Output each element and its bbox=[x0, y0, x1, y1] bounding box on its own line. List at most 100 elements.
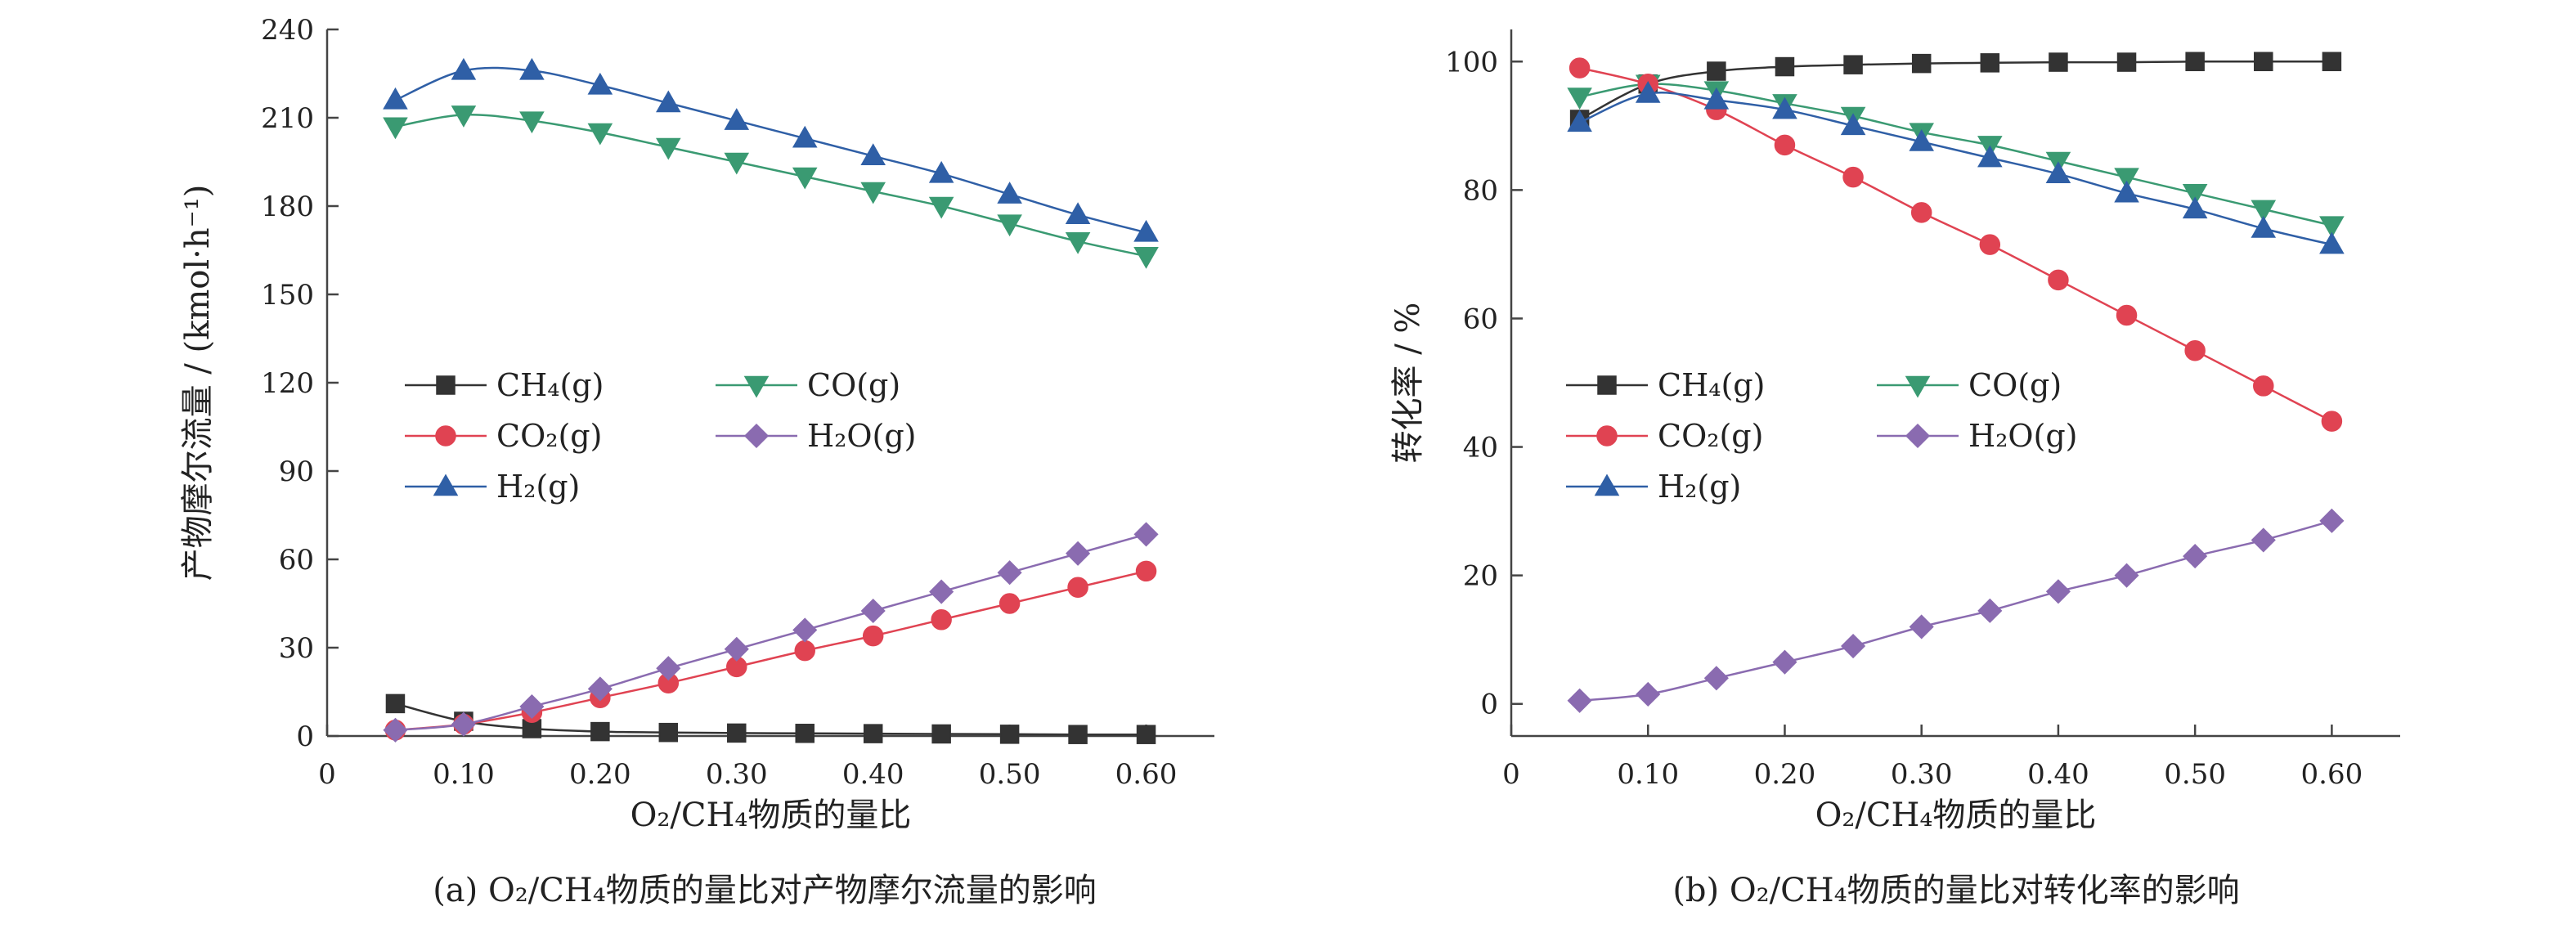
data-point-h2o bbox=[2319, 508, 2345, 533]
data-point-co bbox=[451, 105, 477, 128]
data-point-h2o bbox=[2114, 563, 2139, 588]
data-point-h2o bbox=[1772, 649, 1797, 675]
data-point-h2 bbox=[792, 125, 818, 148]
x-tick-label: 0.40 bbox=[842, 758, 904, 791]
data-point-co bbox=[519, 111, 545, 134]
y-tick-label: 100 bbox=[1445, 46, 1498, 79]
data-point-h2o bbox=[519, 693, 545, 720]
data-point-h2 bbox=[2045, 161, 2071, 183]
data-point-ch4 bbox=[658, 722, 679, 743]
legend-marker-co2 bbox=[435, 425, 456, 447]
data-point-h2 bbox=[997, 182, 1022, 204]
legend-marker-h2o bbox=[1905, 423, 1931, 449]
y-tick-label: 0 bbox=[1480, 689, 1498, 721]
series-line-co2 bbox=[395, 570, 1147, 732]
x-tick-label: 0.30 bbox=[706, 758, 768, 791]
data-point-h2o bbox=[1567, 688, 1592, 713]
data-point-h2 bbox=[1567, 110, 1592, 132]
y-tick-label: 90 bbox=[279, 456, 314, 488]
data-point-co2 bbox=[862, 625, 884, 647]
data-point-ch4 bbox=[2049, 52, 2068, 72]
data-point-h2 bbox=[2251, 215, 2277, 238]
legend-marker-h2o bbox=[743, 423, 770, 449]
data-point-h2 bbox=[656, 90, 681, 113]
data-point-h2 bbox=[1909, 128, 1934, 151]
series-line-h2 bbox=[395, 66, 1147, 234]
data-point-h2 bbox=[860, 143, 886, 166]
y-tick-label: 150 bbox=[261, 279, 314, 312]
data-point-ch4 bbox=[795, 724, 815, 743]
data-point-co bbox=[587, 123, 613, 146]
data-point-co2 bbox=[2253, 375, 2274, 397]
data-point-ch4 bbox=[727, 723, 747, 743]
data-point-h2 bbox=[2319, 231, 2345, 254]
data-point-co bbox=[2251, 200, 2277, 222]
series-line-h2o bbox=[395, 533, 1147, 732]
series-line-co bbox=[1579, 83, 2332, 227]
x-tick-label: 0.20 bbox=[569, 758, 631, 791]
legend-marker-h2 bbox=[1594, 473, 1620, 496]
y-tick-label: 0 bbox=[296, 720, 314, 753]
chart-a-product-flow: 0 30 60 90 120 150 180 210 240 0 0.10 0.20 0.30 0.40 0… bbox=[179, 14, 1214, 909]
figure-caption: (a) O₂/CH₄物质的量比对产物摩尔流量的影响 bbox=[433, 872, 1097, 909]
data-point-h2 bbox=[1840, 113, 1866, 136]
legend-marker-co bbox=[1905, 375, 1931, 398]
x-tick-label: 0.20 bbox=[1754, 758, 1816, 791]
legend-label-co: CO(g) bbox=[1968, 367, 2062, 403]
data-point-h2 bbox=[1977, 145, 2003, 168]
data-point-ch4 bbox=[2185, 52, 2205, 72]
data-point-co bbox=[2114, 168, 2139, 191]
x-tick-label: 0.60 bbox=[2301, 758, 2363, 791]
data-point-co bbox=[792, 167, 818, 190]
data-point-h2 bbox=[587, 72, 613, 95]
legend-label-h2: H₂(g) bbox=[496, 469, 580, 505]
data-point-h2o bbox=[929, 579, 954, 604]
data-point-co bbox=[1567, 88, 1592, 110]
data-point-h2o bbox=[2251, 527, 2276, 553]
legend-label-co2: CO₂(g) bbox=[496, 418, 602, 454]
legend-marker-h2 bbox=[433, 473, 459, 496]
legend-label-h2o: H₂O(g) bbox=[807, 418, 917, 454]
data-point-ch4 bbox=[1775, 56, 1795, 77]
y-tick-label: 60 bbox=[279, 544, 314, 577]
data-point-co bbox=[724, 152, 750, 175]
data-point-h2o bbox=[587, 676, 613, 702]
data-point-co2 bbox=[1910, 202, 1932, 223]
x-tick-label: 0.50 bbox=[979, 758, 1041, 791]
data-point-co bbox=[656, 137, 681, 160]
data-point-h2 bbox=[451, 57, 477, 80]
y-tick-label: 120 bbox=[261, 367, 314, 400]
x-axis-title: O₂/CH₄物质的量比 bbox=[1815, 797, 2097, 834]
series-line-ch4 bbox=[395, 702, 1147, 736]
data-point-h2o bbox=[1066, 541, 1091, 566]
data-point-h2o bbox=[997, 560, 1022, 586]
data-point-ch4 bbox=[2254, 52, 2273, 72]
data-point-ch4 bbox=[2322, 52, 2342, 72]
y-tick-label: 30 bbox=[279, 632, 314, 665]
data-point-h2 bbox=[928, 160, 954, 183]
data-point-h2o bbox=[860, 598, 886, 624]
data-point-co2 bbox=[1979, 234, 2001, 255]
data-point-h2o bbox=[1133, 522, 1159, 547]
data-point-ch4 bbox=[590, 721, 610, 742]
data-point-h2 bbox=[383, 87, 408, 110]
y-tick-label: 40 bbox=[1463, 432, 1498, 464]
data-point-h2o bbox=[451, 711, 476, 737]
y-tick-label: 180 bbox=[261, 191, 314, 223]
y-axis-title: 转化率 / % bbox=[1389, 303, 1427, 464]
data-point-co2 bbox=[2048, 269, 2069, 291]
data-point-co bbox=[2319, 216, 2345, 239]
data-point-co bbox=[1133, 246, 1159, 269]
x-tick-label: 0.10 bbox=[433, 758, 495, 791]
data-point-co2 bbox=[1774, 134, 1796, 156]
data-point-ch4 bbox=[1707, 61, 1726, 81]
data-point-co bbox=[928, 196, 954, 219]
data-point-ch4 bbox=[999, 725, 1020, 744]
figure-caption: (b) O₂/CH₄物质的量比对转化率的影响 bbox=[1672, 872, 2239, 909]
data-point-co bbox=[383, 117, 408, 140]
data-point-ch4 bbox=[1911, 53, 1932, 74]
data-point-ch4 bbox=[1136, 725, 1156, 744]
data-point-co2 bbox=[1568, 57, 1591, 79]
legend-marker-ch4 bbox=[1597, 375, 1617, 395]
legend-label-co2: CO₂(g) bbox=[1658, 418, 1763, 454]
